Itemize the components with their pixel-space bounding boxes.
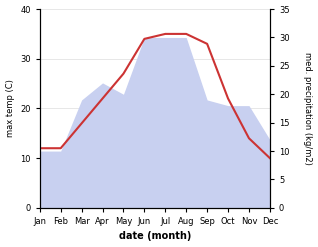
- X-axis label: date (month): date (month): [119, 231, 191, 242]
- Y-axis label: max temp (C): max temp (C): [5, 80, 15, 137]
- Y-axis label: med. precipitation (kg/m2): med. precipitation (kg/m2): [303, 52, 313, 165]
